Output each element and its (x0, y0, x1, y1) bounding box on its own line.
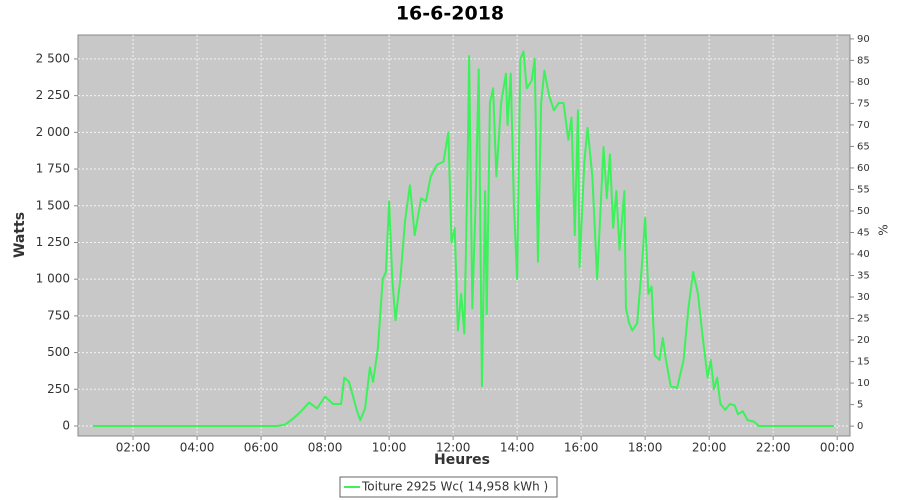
y2-tick-label: 15 (857, 357, 870, 368)
line (93, 50, 834, 428)
y2-tick-label: 80 (857, 77, 870, 88)
y-tick-label: 2 000 (36, 125, 70, 139)
y-tick-label: 1 000 (36, 272, 70, 286)
x-tick-label: 22:00 (756, 441, 791, 455)
plot-area (77, 34, 851, 437)
x-tick-label: 18:00 (628, 441, 663, 455)
y-tick-label: 0 (62, 419, 70, 433)
legend (339, 476, 558, 498)
y-tick-label: 1 250 (36, 235, 70, 249)
chart-title: 16-6-2018 (396, 3, 504, 25)
y2-tick-label: 45 (857, 227, 870, 238)
y2-tick-label: 25 (857, 314, 870, 325)
y-tick-label: 1 750 (36, 162, 70, 176)
y-tick-label: 1 500 (36, 198, 70, 212)
x-tick-label: 04:00 (180, 441, 215, 455)
y2-tick-label: 60 (857, 163, 870, 174)
y2-tick-label: 70 (857, 120, 870, 131)
y2-tick-label: 55 (857, 184, 870, 195)
y2-tick-label: 10 (857, 378, 870, 389)
y2-tick-label: 5 (857, 400, 863, 411)
x-tick-label: 16:00 (564, 441, 599, 455)
y2-tick-label: 90 (857, 34, 870, 45)
x-tick-label: 10:00 (372, 441, 407, 455)
y2-tick-label: 50 (857, 206, 870, 217)
y2-tick-label: 20 (857, 335, 870, 346)
y2-tick-label: 40 (857, 249, 870, 260)
y2-tick-label: 0 (857, 421, 863, 432)
y-tick-label: 2 500 (36, 51, 70, 65)
y2-axis-title: % (877, 224, 891, 235)
y-tick-label: 2 250 (36, 88, 70, 102)
y-tick-label: 750 (47, 308, 70, 322)
y2-tick-label: 75 (857, 98, 870, 109)
x-tick-label: 12:00 (436, 441, 471, 455)
x-tick-label: 20:00 (692, 441, 727, 455)
x-tick-label: 02:00 (116, 441, 151, 455)
y2-tick-label: 85 (857, 55, 870, 66)
x-tick-label: 14:00 (500, 441, 535, 455)
x-tick-label: 00:00 (820, 441, 855, 455)
legend-label: Toiture 2925 Wc( 14,958 kWh ) (361, 480, 548, 494)
y2-tick-label: 35 (857, 271, 870, 282)
y2-tick-label: 30 (857, 292, 870, 303)
y2-tick-label: 65 (857, 141, 870, 152)
x-axis-title: Heures (434, 452, 490, 468)
x-tick-label: 06:00 (244, 441, 279, 455)
y-axis-title: Watts (12, 212, 28, 258)
y-tick-label: 250 (47, 382, 70, 396)
x-tick-label: 08:00 (308, 441, 343, 455)
y-tick-label: 500 (47, 345, 70, 359)
